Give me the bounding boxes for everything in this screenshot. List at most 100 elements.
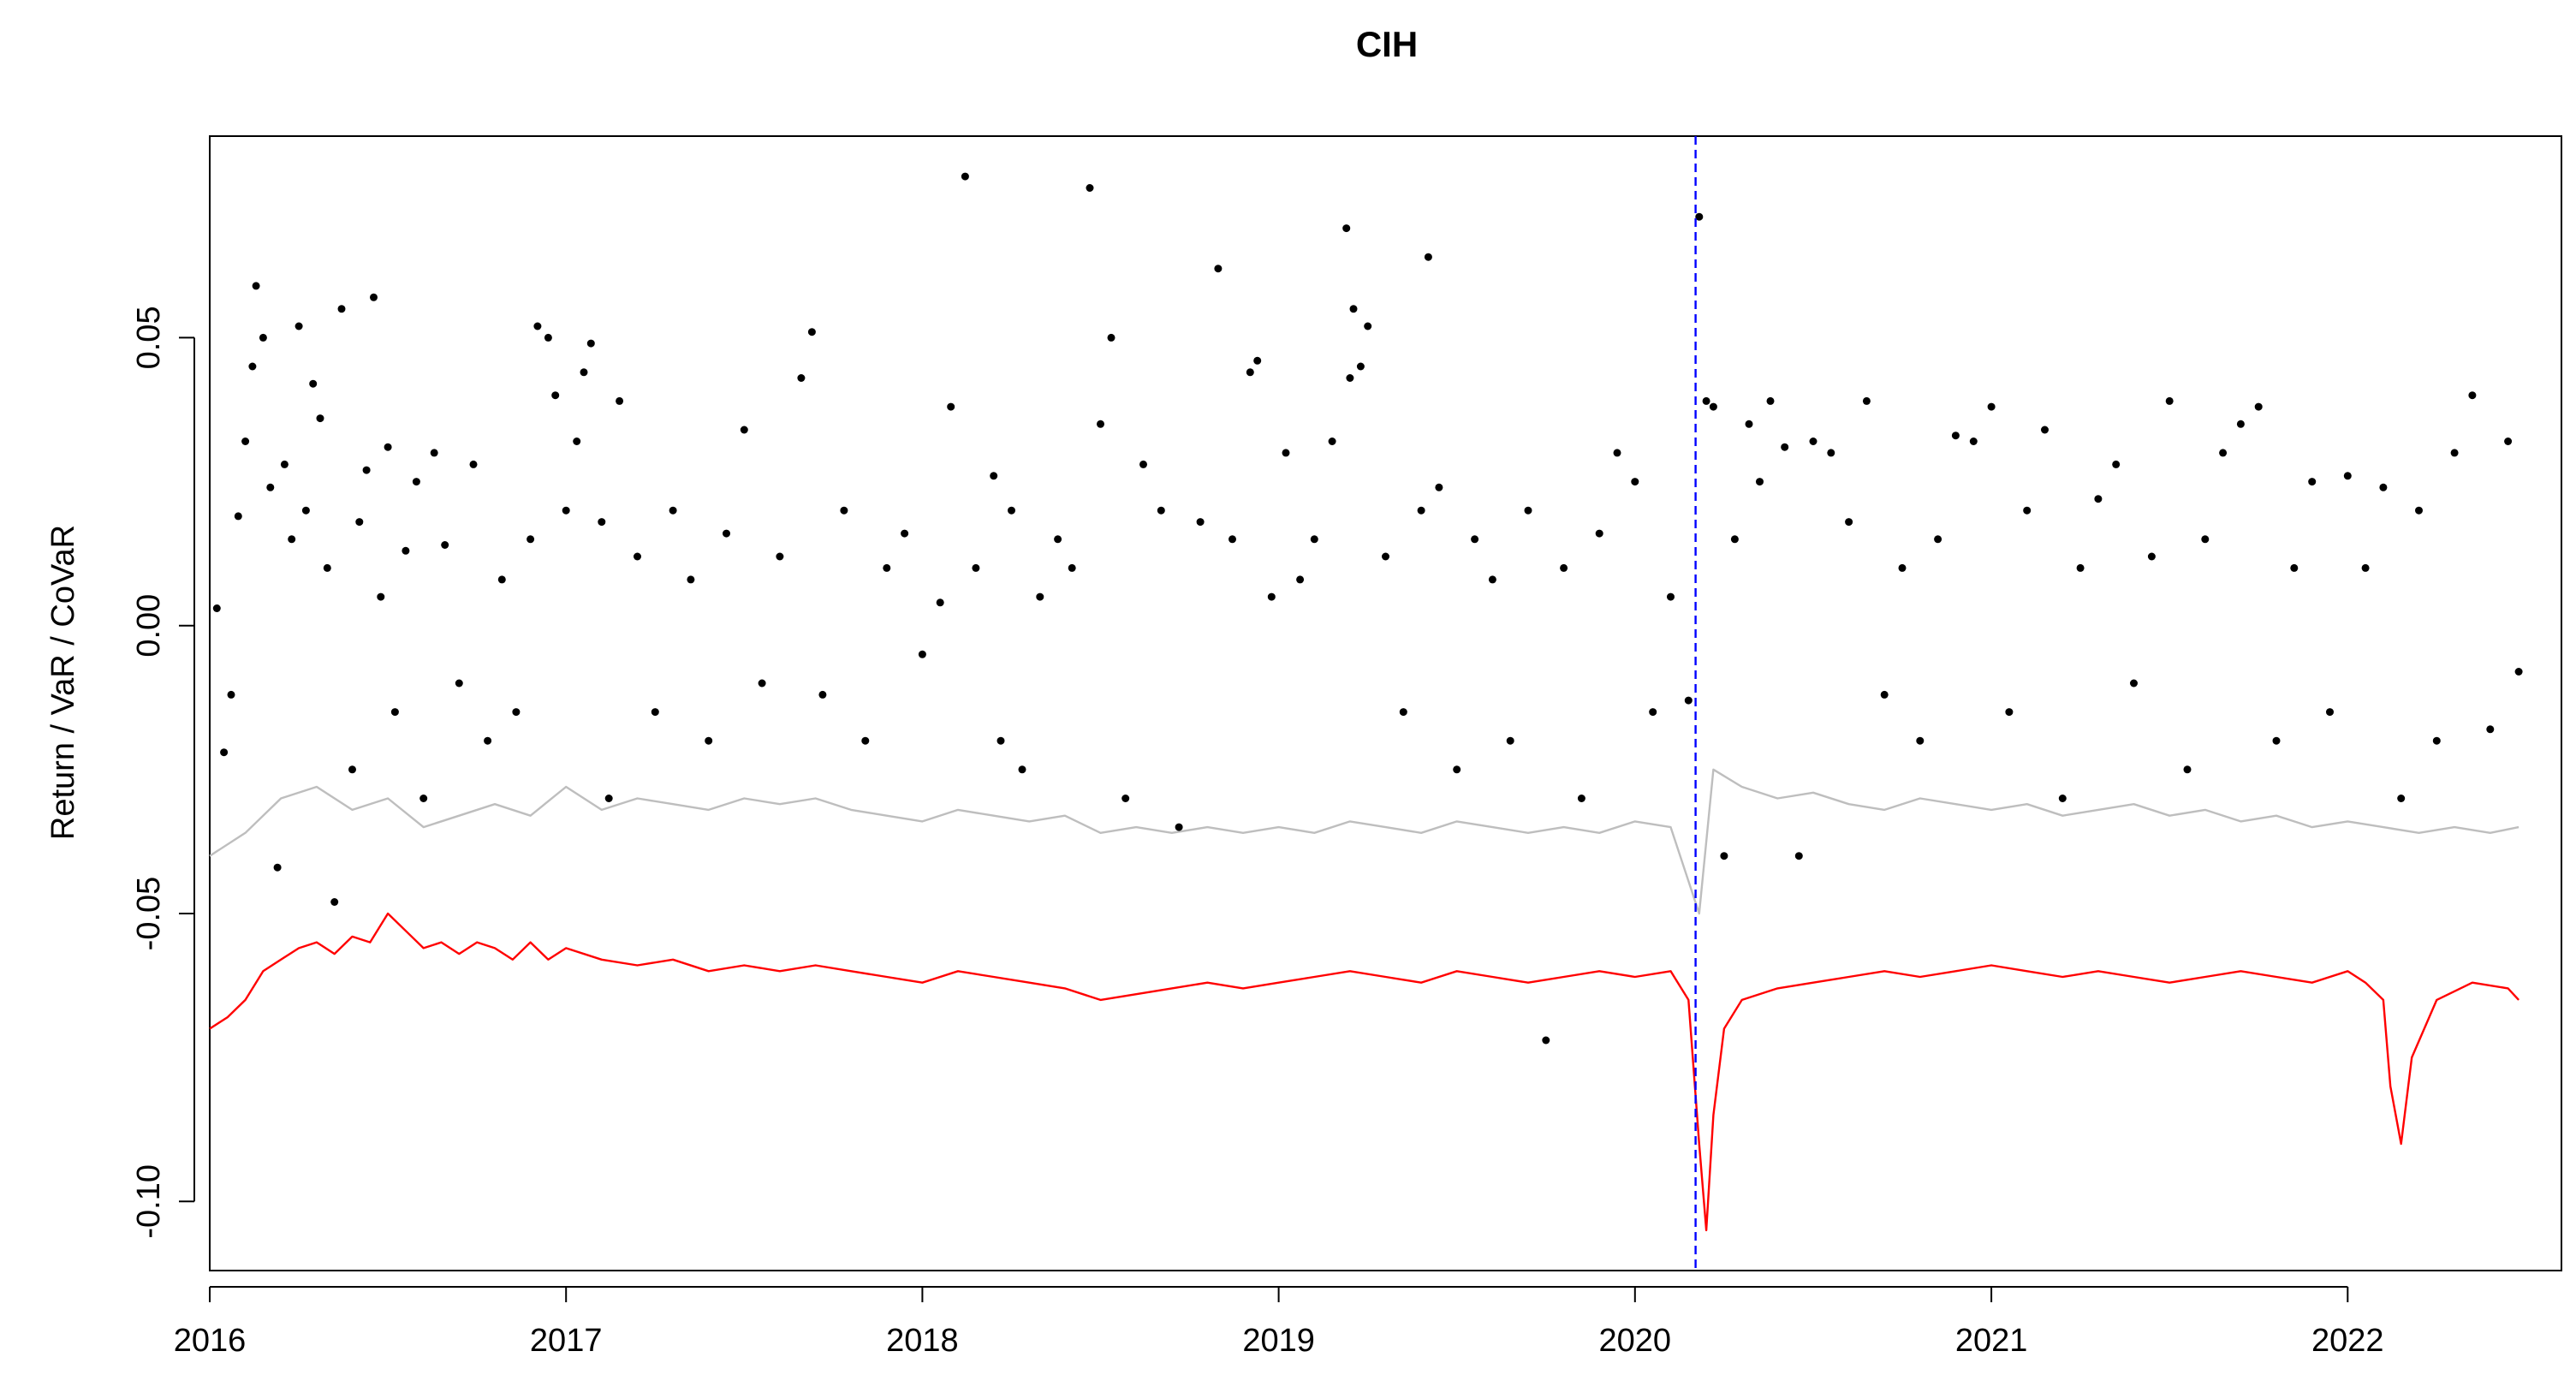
return-point-112 bbox=[1631, 478, 1639, 486]
return-point-144 bbox=[2130, 679, 2138, 688]
return-point-62 bbox=[901, 529, 909, 538]
return-point-42 bbox=[580, 368, 588, 377]
return-point-94 bbox=[1349, 305, 1358, 313]
return-point-138 bbox=[2023, 506, 2032, 515]
return-point-51 bbox=[705, 736, 713, 745]
return-point-96 bbox=[1364, 322, 1372, 330]
return-point-166 bbox=[2514, 668, 2523, 676]
return-point-8 bbox=[266, 483, 275, 491]
return-point-128 bbox=[1845, 518, 1853, 527]
return-point-18 bbox=[337, 305, 346, 313]
return-point-151 bbox=[2254, 402, 2263, 411]
return-point-86 bbox=[1253, 356, 1262, 365]
return-point-159 bbox=[2397, 795, 2406, 802]
return-point-119 bbox=[1720, 852, 1728, 860]
return-point-26 bbox=[402, 546, 410, 555]
return-point-116 bbox=[1695, 212, 1704, 221]
return-point-53 bbox=[740, 426, 748, 434]
return-point-90 bbox=[1310, 535, 1318, 544]
return-point-20 bbox=[355, 518, 364, 527]
return-point-60 bbox=[861, 736, 870, 745]
return-point-61 bbox=[883, 563, 891, 572]
return-point-139 bbox=[2041, 426, 2049, 434]
covar-series bbox=[209, 912, 2519, 1232]
return-point-0 bbox=[212, 604, 221, 612]
return-point-130 bbox=[1880, 690, 1889, 699]
return-point-136 bbox=[1987, 402, 1996, 411]
return-point-56 bbox=[797, 374, 806, 382]
return-point-24 bbox=[384, 443, 392, 451]
return-point-140 bbox=[2058, 795, 2067, 802]
chart-title: CIH bbox=[1356, 24, 1418, 64]
return-point-88 bbox=[1282, 449, 1290, 457]
return-point-110 bbox=[1595, 529, 1603, 538]
return-point-71 bbox=[1018, 765, 1026, 774]
return-point-70 bbox=[1008, 506, 1015, 515]
return-point-132 bbox=[1916, 736, 1925, 745]
return-point-120 bbox=[1730, 535, 1739, 544]
return-point-81 bbox=[1175, 823, 1183, 831]
return-point-135 bbox=[1969, 438, 1978, 445]
return-point-59 bbox=[840, 506, 848, 515]
return-point-97 bbox=[1382, 552, 1389, 561]
x-tick-label-0: 2016 bbox=[174, 1323, 247, 1359]
returns-series bbox=[212, 172, 2523, 1045]
y-axis: -0.10 -0.05 0.00 0.05 bbox=[131, 306, 195, 1239]
return-point-125 bbox=[1794, 852, 1803, 860]
y-tick-label-2: 0.00 bbox=[131, 594, 167, 658]
return-point-163 bbox=[2468, 391, 2477, 400]
return-point-98 bbox=[1399, 708, 1407, 717]
return-point-49 bbox=[669, 506, 677, 515]
return-point-137 bbox=[2005, 708, 2014, 717]
return-point-100 bbox=[1424, 253, 1432, 261]
return-point-104 bbox=[1488, 575, 1496, 584]
return-point-69 bbox=[996, 736, 1005, 745]
return-point-46 bbox=[616, 396, 624, 405]
x-tick-label-6: 2022 bbox=[2311, 1323, 2384, 1359]
return-point-16 bbox=[323, 563, 331, 572]
return-point-165 bbox=[2504, 438, 2513, 445]
plot-frame bbox=[209, 135, 2562, 1271]
return-point-36 bbox=[527, 535, 535, 544]
return-point-78 bbox=[1121, 795, 1130, 802]
return-point-153 bbox=[2290, 563, 2299, 572]
return-point-38 bbox=[544, 333, 552, 342]
return-point-6 bbox=[252, 282, 260, 290]
return-point-84 bbox=[1229, 535, 1236, 544]
return-point-55 bbox=[776, 552, 784, 561]
return-point-164 bbox=[2486, 725, 2495, 734]
return-point-68 bbox=[990, 472, 998, 480]
return-point-145 bbox=[2147, 552, 2156, 561]
return-point-17 bbox=[330, 898, 339, 906]
return-point-75 bbox=[1086, 184, 1094, 192]
return-point-54 bbox=[758, 679, 766, 688]
return-point-146 bbox=[2165, 396, 2174, 405]
return-point-34 bbox=[497, 575, 506, 584]
y-axis-label: Return / VaR / CoVaR bbox=[45, 525, 81, 840]
return-point-3 bbox=[234, 512, 242, 521]
return-point-65 bbox=[947, 402, 955, 411]
return-point-123 bbox=[1766, 396, 1775, 405]
y-tick-label-3: 0.05 bbox=[131, 306, 167, 369]
return-point-162 bbox=[2450, 449, 2459, 457]
return-point-33 bbox=[484, 736, 492, 745]
return-point-63 bbox=[918, 650, 926, 658]
return-point-4 bbox=[241, 438, 250, 445]
return-point-13 bbox=[301, 506, 310, 515]
return-point-113 bbox=[1649, 708, 1657, 717]
return-point-83 bbox=[1214, 265, 1223, 273]
return-point-102 bbox=[1453, 765, 1461, 774]
x-tick-label-1: 2017 bbox=[530, 1323, 603, 1359]
return-point-126 bbox=[1809, 438, 1817, 445]
plot-area bbox=[209, 136, 2523, 1271]
return-point-15 bbox=[316, 414, 324, 423]
return-point-108 bbox=[1560, 563, 1568, 572]
return-point-77 bbox=[1107, 333, 1115, 342]
return-point-43 bbox=[586, 339, 595, 348]
return-point-122 bbox=[1756, 478, 1764, 486]
return-point-143 bbox=[2112, 460, 2121, 468]
x-tick-label-5: 2021 bbox=[1955, 1323, 2028, 1359]
return-point-72 bbox=[1036, 592, 1044, 601]
series-line-covar bbox=[209, 912, 2519, 1232]
